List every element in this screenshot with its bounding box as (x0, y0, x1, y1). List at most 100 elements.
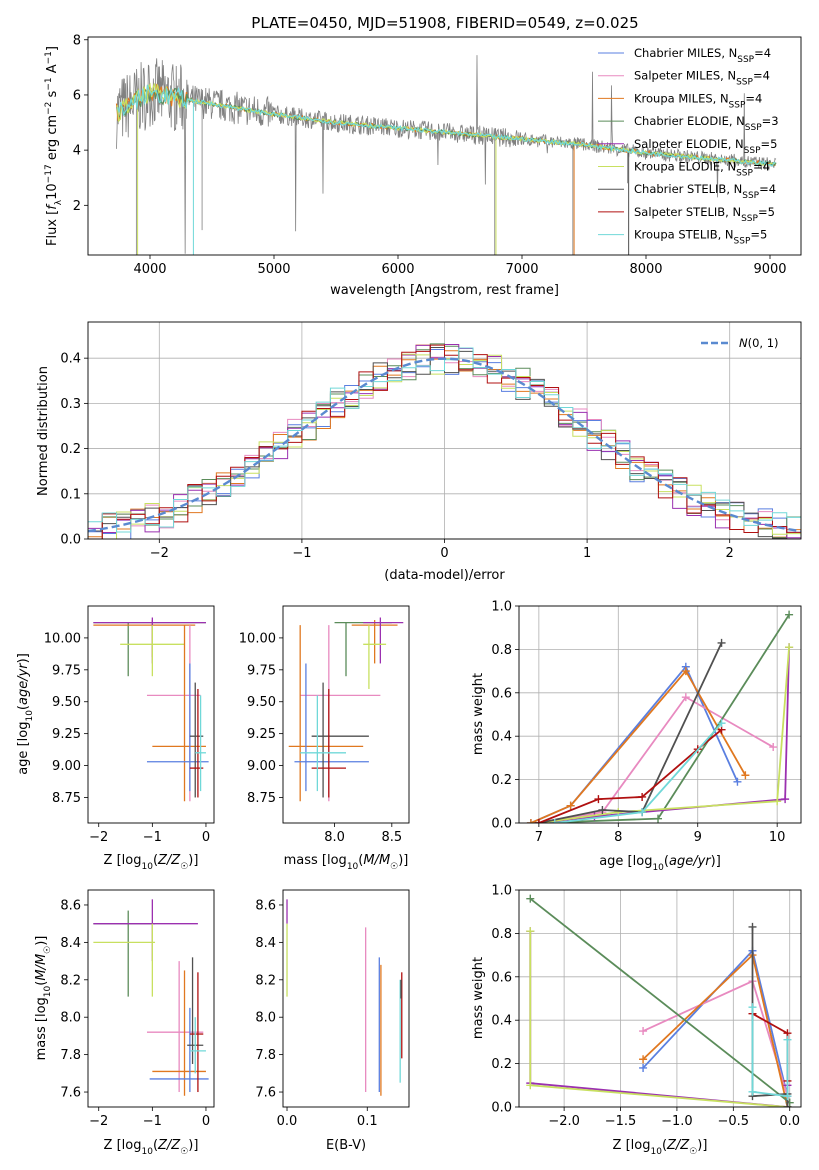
plot-area (526, 610, 794, 823)
y-tick-label: 9.75 (52, 663, 81, 678)
normal-curve (88, 357, 801, 533)
x-axis-label: age [log10(age/yr)] (599, 854, 721, 873)
data-point (781, 795, 790, 804)
x-tick-label: 8000 (629, 262, 662, 277)
y-tick-label: 8.0 (255, 1011, 276, 1026)
panel-mass-weight-vs-Z: −2.0 −1.5 −1.0 −0.5 0.0 0.0 0.2 0.4 0.6 0.8 1.0 Z [… (471, 884, 802, 1157)
x-tick-label: −1 (143, 830, 162, 845)
y-tick-label: 0.3 (60, 397, 81, 412)
y-tick-label: 9.00 (52, 759, 81, 774)
y-axis-label: Normed distribution (36, 366, 51, 496)
y-tick-label: 8.2 (60, 973, 81, 988)
y-tick-label: 8 (73, 33, 81, 48)
panel-residuals: −2 −1 0 1 2 0.0 0.1 0.2 0.3 0.4 (data-model)/error… (36, 321, 802, 583)
legend-entry: Salpeter STELIB, NSSP=5 (634, 205, 775, 224)
y-tick-label: 10.00 (44, 631, 81, 646)
legend-entry: N(0, 1) (739, 336, 779, 350)
y-tick-label: 8.4 (60, 936, 81, 951)
histogram-step (88, 347, 801, 539)
data-point (783, 1092, 792, 1101)
legend-entry: Kroupa ELODIE, NSSP=4 (634, 160, 770, 179)
y-tick-label: 8.75 (52, 791, 81, 806)
data-point (594, 795, 603, 804)
x-tick-label: −1.0 (661, 1114, 693, 1129)
data-point (785, 643, 794, 652)
x-tick-label: 5000 (257, 262, 290, 277)
legend-entry: Chabrier ELODIE, NSSP=3 (634, 114, 779, 133)
data-point (748, 1087, 757, 1096)
y-tick-label: 0.0 (491, 817, 512, 832)
axes-frame (282, 889, 410, 1108)
y-tick-label: 9.50 (247, 695, 276, 710)
x-tick-label: −2 (150, 546, 169, 561)
y-tick-label: 6 (73, 88, 81, 103)
y-tick-label: 4 (73, 144, 81, 159)
plot-area (288, 617, 404, 802)
y-tick-label: 2 (73, 199, 81, 214)
x-axis-label: Z [log10(Z/Z☉)] (613, 1138, 708, 1157)
data-point (639, 1063, 648, 1072)
x-tick-label: 10 (769, 830, 786, 845)
y-tick-label: 8.0 (60, 1011, 81, 1026)
data-point (783, 1035, 792, 1044)
y-tick-label: 0.4 (491, 1014, 512, 1029)
plot-area (115, 55, 777, 255)
axes-frame (87, 605, 215, 824)
y-tick-label: 9.25 (52, 727, 81, 742)
y-tick-label: 0.0 (491, 1101, 512, 1116)
data-point (748, 922, 757, 931)
y-tick-label: 0.2 (491, 773, 512, 788)
y-tick-label: 0.2 (491, 1057, 512, 1072)
data-point (534, 819, 543, 823)
x-tick-label: −1.5 (605, 1114, 637, 1129)
y-tick-label: 9.75 (247, 663, 276, 678)
series-line (538, 695, 774, 823)
x-tick-label: 0.0 (277, 1114, 298, 1129)
x-axis-label: Z [log10(Z/Z☉)] (104, 853, 199, 872)
series-line (538, 728, 723, 823)
panel-mass-vs-ebv: 0.0 0.1 7.6 7.8 8.0 8.2 8.4 8.6 E(B-V) (255, 889, 410, 1153)
data-point (526, 927, 535, 936)
x-tick-label: 1 (583, 546, 591, 561)
legend-entry: Kroupa STELIB, NSSP=5 (634, 228, 767, 247)
axes-frame (518, 889, 802, 1108)
y-tick-label: 0.0 (60, 533, 81, 548)
series-line (538, 642, 723, 823)
y-axis-label: age [log10(age/yr)] (16, 653, 35, 775)
y-tick-label: 0.4 (60, 352, 81, 367)
y-tick-label: 8.4 (255, 936, 276, 951)
x-tick-label: 0 (202, 1114, 210, 1129)
legend-entry: Chabrier MILES, NSSP=4 (634, 46, 771, 65)
x-axis-label: mass [log10(M/M☉)] (284, 853, 409, 872)
y-tick-label: 8.2 (255, 973, 276, 988)
data-point (639, 1027, 648, 1036)
y-tick-label: 1.0 (491, 884, 512, 899)
x-axis-label: E(B-V) (326, 1138, 366, 1153)
legend-entry: Kroupa MILES, NSSP=4 (634, 91, 762, 110)
x-tick-label: 0 (440, 546, 448, 561)
data-point (773, 797, 782, 806)
x-tick-label: 8.0 (324, 830, 345, 845)
data-point (638, 792, 647, 801)
y-tick-label: 9.25 (247, 727, 276, 742)
x-tick-label: 8 (614, 830, 622, 845)
y-axis-label: mass weight (471, 957, 486, 1039)
x-tick-label: 0 (202, 830, 210, 845)
y-tick-label: 8.6 (60, 898, 81, 913)
plot-area (93, 899, 209, 1096)
y-tick-label: 8.75 (247, 791, 276, 806)
data-point (733, 777, 742, 786)
data-point (654, 814, 663, 823)
x-tick-label: 9000 (753, 262, 786, 277)
x-axis-label: Z [log10(Z/Z☉)] (104, 1138, 199, 1157)
data-point (598, 805, 607, 814)
x-tick-label: −2 (89, 830, 108, 845)
data-point (639, 1055, 648, 1064)
data-point (681, 667, 690, 676)
y-axis-label: Flux [fλ10−17 erg cm−2 s−1 A−1] (44, 46, 64, 246)
axes-frame (518, 605, 802, 824)
data-point (748, 1003, 757, 1012)
x-tick-label: 8.5 (381, 830, 402, 845)
histogram-step (88, 344, 801, 539)
x-tick-label: −0.5 (718, 1114, 750, 1129)
